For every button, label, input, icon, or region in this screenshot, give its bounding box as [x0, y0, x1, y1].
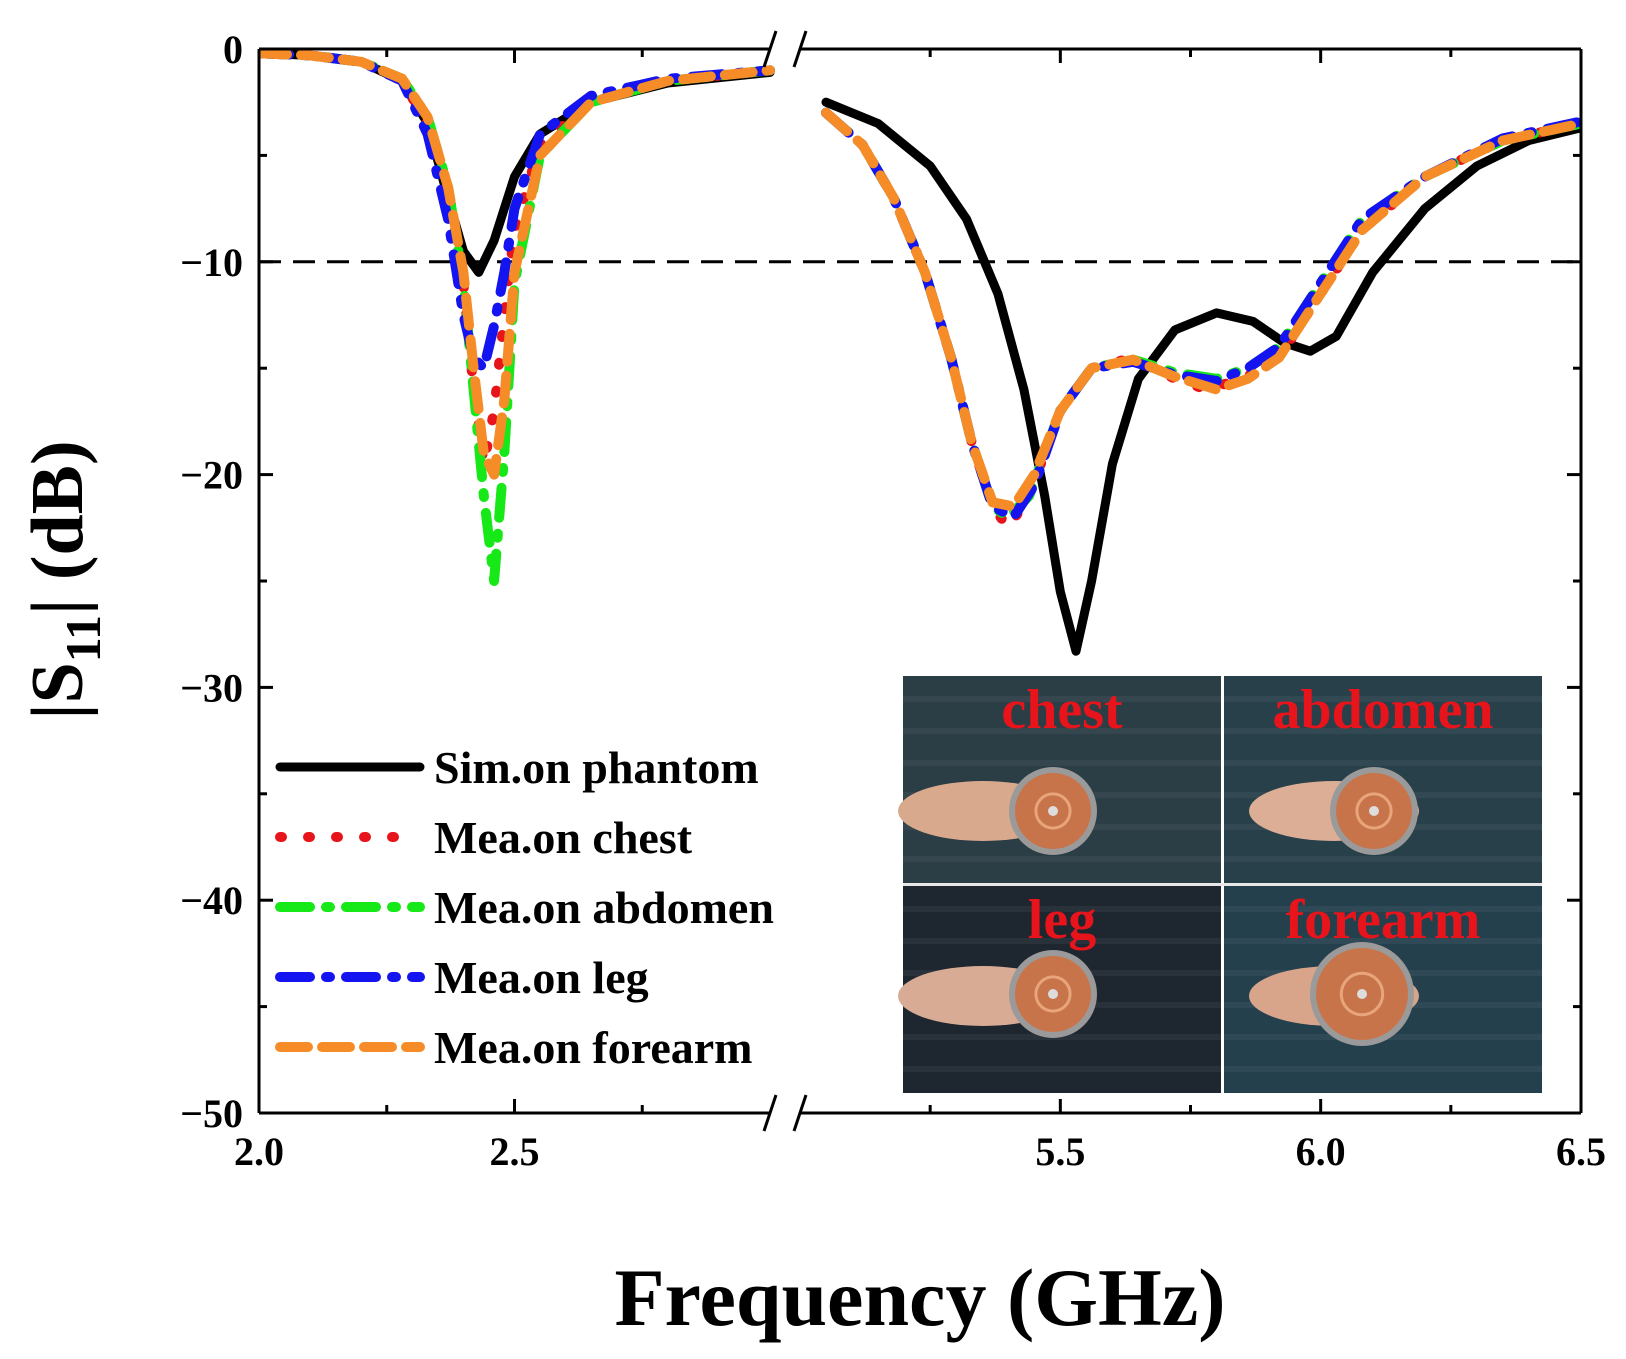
- legend-label: Sim.on phantom: [434, 742, 759, 793]
- y-tick-label: −20: [180, 453, 243, 498]
- fabric-stripe: [1224, 906, 1542, 912]
- legend-label: Mea.on forearm: [434, 1022, 752, 1073]
- fabric-stripe: [903, 728, 1221, 734]
- y-axis-title-tail: | (dB): [17, 440, 99, 615]
- y-tick-label: 0: [223, 27, 243, 72]
- antenna-feed: [1369, 806, 1379, 816]
- legend-item-mea-on-forearm: Mea.on forearm: [275, 1022, 752, 1073]
- inset-photo-chest: chest: [898, 676, 1221, 883]
- fabric-stripe: [1224, 760, 1542, 766]
- inset-label-chest: chest: [1001, 679, 1123, 741]
- y-axis-title-subscript: 11: [55, 615, 111, 662]
- fabric-stripe: [1224, 696, 1542, 702]
- y-tick-label: −50: [180, 1091, 243, 1136]
- fabric-stripe: [903, 906, 1221, 912]
- tick-group: 0 −10 −20 −30 −40 −502.0 2.5 5.5 6.0 6.5: [180, 27, 1606, 1174]
- x-tick-label: 6.0: [1296, 1129, 1346, 1174]
- legend-item-mea-on-leg: Mea.on leg: [275, 952, 649, 1003]
- fabric-stripe: [1224, 938, 1542, 944]
- x-tick-label: 2.5: [490, 1129, 540, 1174]
- legend-label: Mea.on chest: [434, 812, 693, 863]
- inset-label-leg: leg: [1028, 889, 1096, 951]
- fabric-stripe: [903, 760, 1221, 766]
- axis-break-stroke: [762, 1094, 778, 1132]
- fabric-stripe: [903, 856, 1221, 862]
- x-tick-label: 6.5: [1556, 1129, 1606, 1174]
- axis-break-top: [762, 30, 808, 68]
- antenna-feed: [1048, 806, 1058, 816]
- legend-item-mea-on-chest: Mea.on chest: [275, 812, 693, 863]
- inset-photo-abdomen: abdomen: [1224, 676, 1542, 883]
- series-line-mea-on-leg-seg1: [259, 49, 775, 374]
- legend: Sim.on phantom Mea.on chest Mea.on abdomen…: [275, 742, 774, 1073]
- x-tick-label: 2.0: [234, 1129, 284, 1174]
- legend-label: Mea.on leg: [434, 952, 649, 1003]
- fabric-stripe: [903, 1066, 1221, 1072]
- legend-item-sim-on-phantom: Sim.on phantom: [275, 742, 759, 793]
- antenna-ring: [1355, 792, 1393, 830]
- inset-label-abdomen: abdomen: [1273, 679, 1494, 741]
- y-tick-label: −30: [180, 665, 243, 710]
- series-line-sim-on-phantom-seg2: [821, 97, 1581, 656]
- fabric-stripe: [1224, 728, 1542, 734]
- axis-break-stroke: [792, 30, 808, 68]
- series-line-mea-on-forearm-seg1: [259, 49, 775, 480]
- y-axis-title: |S11| (dB): [17, 440, 111, 719]
- antenna-ring: [1034, 792, 1072, 830]
- inset-label-forearm: forearm: [1286, 889, 1481, 951]
- inset-photo-forearm: forearm: [1224, 886, 1542, 1093]
- y-axis-title-main: |S: [17, 662, 99, 719]
- antenna-ring: [1034, 975, 1072, 1013]
- antenna-feed: [1048, 989, 1058, 999]
- legend-label: Mea.on abdomen: [434, 882, 774, 933]
- fabric-stripe: [903, 696, 1221, 702]
- antenna-ring: [1339, 971, 1385, 1017]
- fabric-stripe: [1224, 1066, 1542, 1072]
- antenna-feed: [1357, 989, 1367, 999]
- legend-item-mea-on-abdomen: Mea.on abdomen: [275, 882, 774, 933]
- inset-photos: chest abdomen leg forearm: [898, 676, 1542, 1093]
- inset-photo-leg: leg: [898, 886, 1221, 1093]
- y-tick-label: −40: [180, 878, 243, 923]
- axis-break-stroke: [792, 1094, 808, 1132]
- y-tick-label: −10: [180, 240, 243, 285]
- axis-break-bottom: [762, 1094, 808, 1132]
- series-line-mea-on-forearm-seg2: [821, 107, 1581, 512]
- fabric-stripe: [1224, 856, 1542, 862]
- axis-break-stroke: [762, 30, 778, 68]
- fabric-stripe: [903, 938, 1221, 944]
- x-tick-label: 5.5: [1035, 1129, 1085, 1174]
- series-group: [259, 49, 1581, 656]
- x-axis-title: Frequency (GHz): [614, 1252, 1225, 1343]
